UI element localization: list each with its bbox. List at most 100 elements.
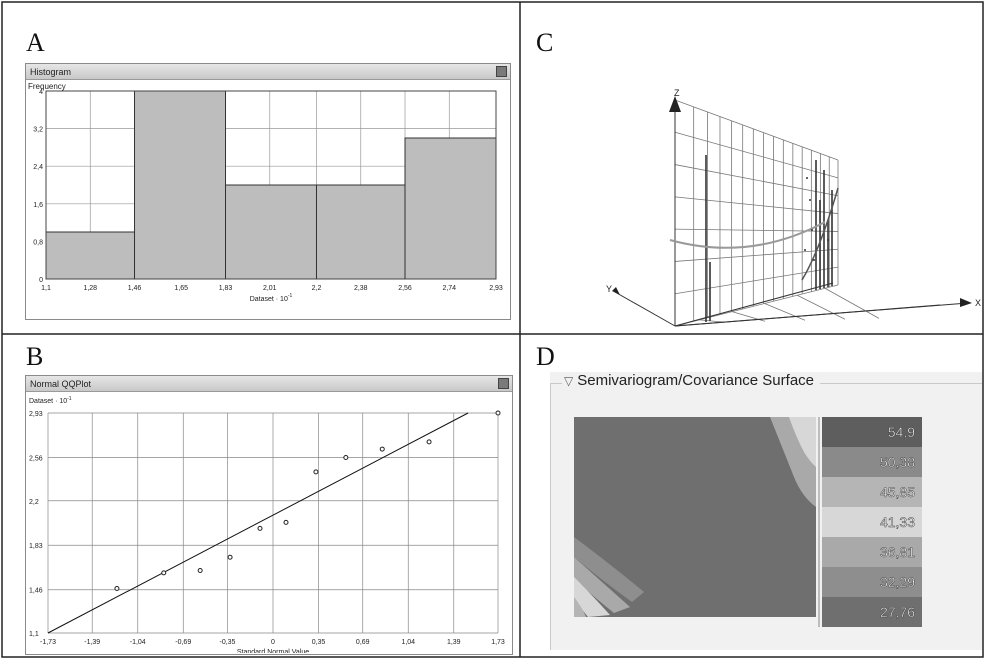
semivariogram-group: ▽ Semivariogram/Covariance Surface 54,9 50… — [550, 372, 982, 650]
trend-floor-line — [797, 294, 846, 320]
qqplot-chart: Dataset · 10-1 1,1 1,46 1,83 2,2 2,56 2,93 -1,7… — [29, 396, 505, 653]
legend-label: 50,38 — [880, 454, 915, 470]
surface-band — [789, 417, 816, 467]
qqplot-point — [313, 469, 319, 475]
trend-point — [827, 239, 829, 241]
qqplot-xtick-label: 0 — [271, 639, 275, 646]
qqplot-ylabel-exponent: -1 — [67, 396, 72, 402]
legend-label: 54,9 — [888, 424, 915, 440]
qqplot-xlabel: Standard Normal Value — [237, 649, 309, 653]
legend-swatch — [822, 537, 922, 567]
trend-point — [804, 249, 806, 251]
qqplot-xtick-label: -1,73 — [40, 639, 56, 646]
semivariogram-group-header[interactable]: ▽ Semivariogram/Covariance Surface — [562, 372, 820, 389]
trend-grid-line — [674, 99, 839, 161]
trend-grid-line — [674, 266, 839, 295]
z-arrow-icon — [669, 96, 681, 112]
trend-curve-lower — [669, 221, 826, 249]
histogram-bar — [134, 90, 227, 280]
trend-grid-line — [674, 248, 839, 262]
trend-floor-line — [824, 287, 880, 319]
trend-grid-line — [674, 131, 839, 179]
legend-swatch — [822, 417, 922, 447]
histogram-chart: Frequency 0 0,8 1,6 2,4 3,2 4 1,1 1,28 1,46 1,65 1,… — [28, 82, 503, 303]
qqplot-ytick-label: 2,93 — [29, 411, 43, 418]
qqplot-point — [495, 410, 501, 416]
surface-band — [574, 537, 644, 602]
trend-point — [806, 177, 808, 179]
trend-grid-line — [674, 164, 839, 197]
qqplot-ytick-label: 2,56 — [29, 455, 43, 462]
surface-legend: 54,9 50,38 45,85 41,33 36,81 32,29 27,76 — [822, 417, 922, 627]
close-icon[interactable] — [496, 66, 507, 77]
histogram-bar — [45, 231, 136, 280]
trend-points — [804, 177, 829, 261]
trend-grid-line — [674, 228, 839, 232]
x-axis-label: X — [975, 298, 981, 308]
legend-swatch — [822, 507, 922, 537]
qqplot-point — [197, 567, 203, 573]
trend-point — [813, 259, 815, 261]
trend-grid-line — [674, 284, 839, 327]
qqplot-xtick-label: 1,04 — [401, 639, 415, 646]
qqplot-xtick-label: -1,39 — [84, 639, 100, 646]
histogram-xtick-label: 1,1 — [41, 285, 51, 292]
histogram-ytick-label: 0,8 — [33, 239, 43, 246]
histogram-xlabel-exponent: -1 — [288, 293, 293, 299]
panel-c: C Z Y X — [520, 0, 985, 334]
semivariogram-group-title: Semivariogram/Covariance Surface — [577, 372, 814, 389]
legend-swatch — [822, 597, 922, 627]
histogram-xtick-label: 2,01 — [263, 285, 277, 292]
histogram-bar — [315, 184, 406, 280]
trend-curve-upper — [801, 187, 839, 281]
qqplot-point — [426, 439, 432, 445]
histogram-ytick-label: 0 — [39, 277, 43, 284]
qqplot-ytick-label: 1,83 — [29, 543, 43, 550]
qqplot-xtick-label: 0,69 — [356, 639, 370, 646]
qqplot-point — [114, 586, 120, 592]
qqplot-xtick-label: 0,35 — [312, 639, 326, 646]
qqplot-xtick-label: -0,35 — [219, 639, 235, 646]
panel-d: D ▽ Semivariogram/Covariance Surface 54,9… — [520, 334, 985, 659]
histogram-xtick-label: 2,38 — [354, 285, 368, 292]
qqplot-xtick-label: -0,69 — [175, 639, 191, 646]
surface-divider — [818, 417, 820, 627]
histogram-window: Histogram Frequency 0 0,8 1,6 2,4 3,2 4 1,1 1,28… — [25, 63, 511, 320]
histogram-xlabel: Dataset · 10-1 — [250, 293, 293, 303]
histogram-titlebar[interactable]: Histogram — [26, 64, 510, 80]
panel-c-letter: C — [536, 28, 554, 57]
qqplot-point — [343, 454, 349, 460]
qqplot-titlebar[interactable]: Normal QQPlot — [26, 376, 512, 392]
qqplot-point — [257, 525, 263, 531]
histogram-xtick-label: 2,56 — [398, 285, 412, 292]
close-icon[interactable] — [498, 378, 509, 389]
histogram-xtick-label: 2,2 — [312, 285, 322, 292]
histogram-ytick-label: 2,4 — [33, 164, 43, 171]
histogram-xtick-label: 2,74 — [442, 285, 456, 292]
legend-label: 27,76 — [880, 604, 915, 620]
panel-b: B Normal QQPlot Dataset · 10-1 1,1 1,46 1,8… — [0, 334, 520, 659]
y-axis-label: Y — [606, 284, 612, 294]
trend-grid-line — [674, 196, 839, 214]
surface-band — [574, 597, 586, 622]
legend-swatch — [822, 567, 922, 597]
panel-b-letter: B — [26, 342, 44, 371]
histogram-xtick-label: 2,93 — [489, 285, 503, 292]
surface-band — [574, 557, 630, 613]
histogram-plot-area — [45, 90, 497, 280]
collapse-triangle-icon[interactable]: ▽ — [564, 374, 574, 388]
panel-a: A Histogram Frequency 0 0,8 1,6 2,4 3,2 4 1,1 1,… — [0, 0, 520, 334]
y-axis — [614, 291, 676, 327]
trend-point — [811, 229, 813, 231]
qqplot-window: Normal QQPlot Dataset · 10-1 1,1 1,46 1,83 2… — [25, 375, 513, 655]
qqplot-point — [227, 554, 233, 560]
qqplot-ylabel: Dataset · 10-1 — [29, 396, 72, 405]
y-arrow-icon — [612, 287, 620, 295]
qqplot-xtick-label: 1,73 — [491, 639, 505, 646]
floor-edge-2 — [674, 304, 941, 327]
panel-a-letter: A — [26, 28, 45, 57]
qqplot-ytick-label: 1,1 — [29, 631, 39, 638]
panel-d-letter: D — [536, 342, 555, 371]
histogram-xtick-label: 1,65 — [174, 285, 188, 292]
legend-label: 32,29 — [880, 574, 915, 590]
